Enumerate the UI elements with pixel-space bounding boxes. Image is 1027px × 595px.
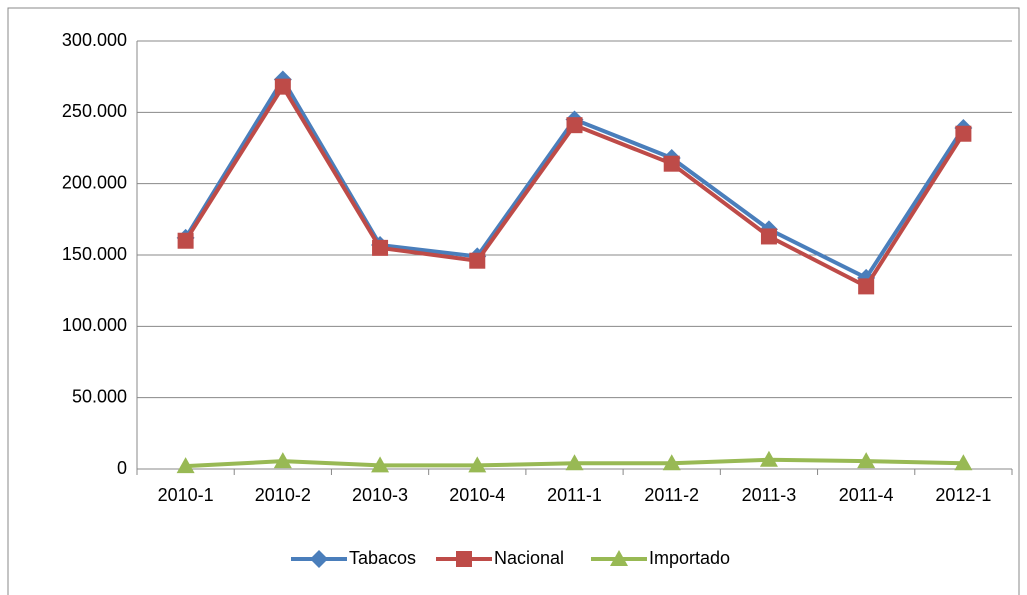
- y-tick-label: 250.000: [62, 101, 127, 121]
- marker: [663, 155, 680, 172]
- y-tick-label: 50.000: [72, 386, 127, 406]
- marker: [371, 456, 390, 473]
- legend-marker: [310, 550, 328, 568]
- marker: [469, 252, 486, 269]
- x-tick-label: 2010-3: [352, 485, 408, 505]
- legend-marker: [456, 551, 472, 567]
- x-tick-label: 2011-4: [839, 485, 894, 505]
- legend-label: Importado: [649, 548, 730, 568]
- marker: [274, 78, 291, 95]
- y-tick-label: 300.000: [62, 30, 127, 50]
- x-tick-label: 2011-3: [742, 485, 797, 505]
- x-tick-label: 2010-2: [255, 485, 311, 505]
- marker: [565, 454, 584, 471]
- x-tick-label: 2010-4: [449, 485, 505, 505]
- y-tick-label: 100.000: [62, 315, 127, 335]
- marker: [176, 457, 195, 474]
- marker: [468, 456, 487, 473]
- marker: [372, 239, 389, 256]
- marker: [662, 454, 681, 471]
- marker: [954, 454, 973, 471]
- x-tick-label: 2011-2: [644, 485, 699, 505]
- y-tick-label: 200.000: [62, 172, 127, 192]
- legend-marker: [610, 550, 628, 566]
- marker: [857, 452, 876, 469]
- x-tick-label: 2012-1: [935, 485, 991, 505]
- marker: [759, 450, 778, 467]
- marker: [760, 228, 777, 245]
- chart-border: [7, 7, 1020, 595]
- marker: [858, 278, 875, 295]
- x-tick-label: 2011-1: [547, 485, 602, 505]
- y-tick-label: 150.000: [62, 244, 127, 264]
- legend-label: Tabacos: [349, 548, 416, 568]
- marker: [566, 117, 583, 134]
- y-tick-label: 0: [117, 458, 127, 478]
- marker: [955, 125, 972, 142]
- marker: [177, 232, 194, 249]
- x-tick-label: 2010-1: [158, 485, 214, 505]
- marker: [273, 452, 292, 469]
- legend-label: Nacional: [494, 548, 564, 568]
